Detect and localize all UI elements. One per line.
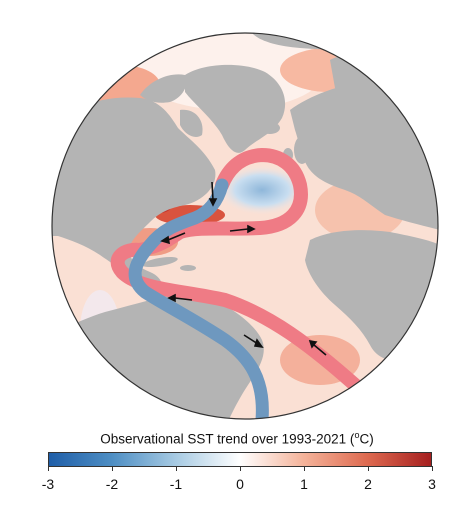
colorbar-title: Observational SST trend over 1993-2021 (…	[100, 430, 374, 447]
colorbar-tick-mark	[175, 466, 177, 471]
land-greenland	[185, 64, 286, 153]
flow-arrow-icon	[243, 334, 264, 349]
land-iceland	[260, 122, 280, 134]
land-hispaniola	[180, 265, 196, 271]
colorbar-tick-label: 3	[428, 476, 436, 492]
land-africa	[305, 230, 438, 361]
cold-current-path	[128, 178, 269, 419]
colorbar-tick-mark	[47, 466, 49, 471]
land-arctic-islands	[140, 74, 187, 103]
globe-svg	[51, 32, 439, 420]
colorbar-tick-label: 1	[300, 476, 308, 492]
colorbar-tick-mark	[239, 466, 241, 471]
land-baffin	[180, 109, 203, 137]
colorbar-tick-label: 2	[364, 476, 372, 492]
cold-anomaly	[217, 165, 307, 215]
land-britain	[294, 136, 310, 164]
flow-arrow-icon	[167, 293, 193, 303]
globe-map	[51, 32, 439, 420]
colorbar-tick-label: 0	[236, 476, 244, 492]
globe-outline	[51, 32, 439, 420]
flow-arrow-icon	[208, 181, 218, 207]
flow-arrow-icon	[160, 232, 186, 245]
warm-current-path	[110, 148, 362, 392]
colorbar-tick-mark	[303, 466, 305, 471]
colorbar	[48, 452, 432, 467]
colorbar-tick-label: -1	[169, 476, 183, 492]
flow-arrow-icon	[308, 339, 327, 356]
colorbar-tick-mark	[367, 466, 369, 471]
colorbar-tick-label: -3	[41, 476, 55, 492]
colorbar-tick-mark	[431, 466, 433, 471]
land-north-america	[52, 97, 216, 290]
colorbar-tick-mark	[111, 466, 113, 471]
flow-arrow-icon	[229, 224, 256, 234]
land-europe	[290, 79, 438, 230]
colorbar-tick-label: -2	[105, 476, 119, 492]
land-cuba	[142, 256, 178, 268]
